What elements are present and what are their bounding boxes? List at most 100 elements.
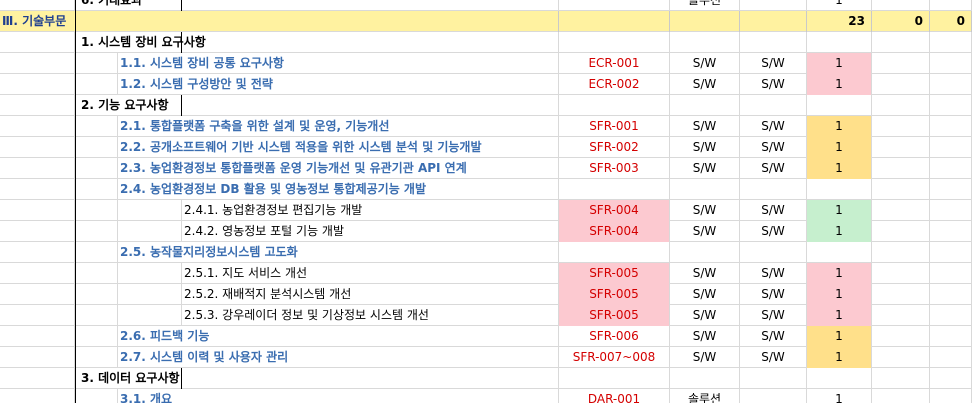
- type-cell[interactable]: [740, 242, 807, 263]
- cell[interactable]: [0, 242, 75, 263]
- requirement-code-cell[interactable]: SFR-005: [559, 263, 670, 284]
- cell[interactable]: [930, 242, 972, 263]
- cell[interactable]: [930, 221, 972, 242]
- score-cell[interactable]: 1: [807, 53, 872, 74]
- type-cell[interactable]: S/W: [670, 347, 740, 368]
- type-cell[interactable]: S/W: [740, 305, 807, 326]
- type-cell[interactable]: S/W: [670, 116, 740, 137]
- requirement-title-cell[interactable]: 2.2. 공개소프트웨어 기반 시스템 적용을 위한 시스템 분석 및 기능개발: [118, 137, 559, 158]
- cell[interactable]: [0, 347, 75, 368]
- cell[interactable]: [930, 0, 972, 11]
- requirement-title-cell[interactable]: 1.1. 시스템 장비 공통 요구사항: [118, 53, 559, 74]
- cell[interactable]: [75, 74, 118, 95]
- type-cell[interactable]: S/W: [670, 158, 740, 179]
- type-cell[interactable]: 솔루션: [670, 0, 740, 11]
- type-cell[interactable]: S/W: [670, 263, 740, 284]
- requirement-title-cell[interactable]: 1.2. 시스템 구성방안 및 전략: [118, 74, 559, 95]
- cell[interactable]: [872, 284, 930, 305]
- score-cell[interactable]: [807, 179, 872, 200]
- score-cell[interactable]: 1: [807, 347, 872, 368]
- cell[interactable]: [75, 53, 118, 74]
- type-cell[interactable]: S/W: [670, 221, 740, 242]
- cell[interactable]: [930, 389, 972, 403]
- cell[interactable]: [872, 74, 930, 95]
- score-cell[interactable]: 1: [807, 305, 872, 326]
- cell[interactable]: [0, 116, 75, 137]
- requirement-code-cell[interactable]: SFR-003: [559, 158, 670, 179]
- cell[interactable]: [872, 53, 930, 74]
- cell[interactable]: [872, 221, 930, 242]
- cell[interactable]: [872, 200, 930, 221]
- cell[interactable]: [670, 11, 740, 32]
- cell[interactable]: [75, 242, 118, 263]
- type-cell[interactable]: S/W: [670, 137, 740, 158]
- score-cell[interactable]: 1: [807, 221, 872, 242]
- cell[interactable]: [930, 263, 972, 284]
- requirement-code-cell[interactable]: [559, 368, 670, 389]
- category-title-cell[interactable]: 6. 기대효과: [75, 0, 182, 11]
- cell[interactable]: [872, 179, 930, 200]
- requirement-code-cell[interactable]: SFR-005: [559, 284, 670, 305]
- cell[interactable]: [75, 200, 118, 221]
- score-cell[interactable]: 1: [807, 200, 872, 221]
- cell[interactable]: [182, 0, 559, 11]
- score-cell[interactable]: [807, 368, 872, 389]
- type-cell[interactable]: S/W: [670, 326, 740, 347]
- cell[interactable]: [118, 305, 182, 326]
- requirement-title-cell[interactable]: 2.6. 피드백 기능: [118, 326, 559, 347]
- cell[interactable]: [559, 11, 670, 32]
- cell[interactable]: [0, 137, 75, 158]
- cell[interactable]: [872, 347, 930, 368]
- cell[interactable]: [930, 305, 972, 326]
- cell[interactable]: [930, 74, 972, 95]
- cell[interactable]: [0, 74, 75, 95]
- type-cell[interactable]: S/W: [670, 305, 740, 326]
- type-cell[interactable]: S/W: [740, 326, 807, 347]
- cell[interactable]: [75, 284, 118, 305]
- cell[interactable]: [872, 95, 930, 116]
- cell[interactable]: [872, 32, 930, 53]
- score-cell[interactable]: 1: [807, 284, 872, 305]
- cell[interactable]: [740, 0, 807, 11]
- requirement-code-cell[interactable]: [559, 0, 670, 11]
- type-cell[interactable]: [740, 179, 807, 200]
- cell[interactable]: [182, 32, 559, 53]
- requirement-title-cell[interactable]: 2.1. 통합플랫폼 구축을 위한 설계 및 운영, 기능개선: [118, 116, 559, 137]
- cell[interactable]: [930, 347, 972, 368]
- requirement-title-cell[interactable]: 2.3. 농업환경정보 통합플랫폼 운영 기능개선 및 유관기관 API 연계: [118, 158, 559, 179]
- cell[interactable]: [0, 368, 75, 389]
- cell[interactable]: [182, 95, 559, 116]
- type-cell[interactable]: S/W: [740, 347, 807, 368]
- cell[interactable]: [0, 326, 75, 347]
- requirement-title-cell[interactable]: 2.5. 농작물지리정보시스템 고도화: [118, 242, 559, 263]
- requirement-code-cell[interactable]: [559, 242, 670, 263]
- requirement-code-cell[interactable]: ECR-002: [559, 74, 670, 95]
- score-cell[interactable]: [807, 242, 872, 263]
- cell[interactable]: [75, 305, 118, 326]
- requirement-code-cell[interactable]: SFR-002: [559, 137, 670, 158]
- total-cell[interactable]: 23: [807, 11, 872, 32]
- requirement-code-cell[interactable]: SFR-004: [559, 200, 670, 221]
- cell[interactable]: [118, 221, 182, 242]
- requirement-code-cell[interactable]: SFR-006: [559, 326, 670, 347]
- type-cell[interactable]: S/W: [740, 263, 807, 284]
- cell[interactable]: [930, 116, 972, 137]
- cell[interactable]: [930, 179, 972, 200]
- type-cell[interactable]: [740, 32, 807, 53]
- score-cell[interactable]: [807, 95, 872, 116]
- category-title-cell[interactable]: 3. 데이터 요구사항: [75, 368, 182, 389]
- type-cell[interactable]: S/W: [740, 53, 807, 74]
- type-cell[interactable]: S/W: [670, 200, 740, 221]
- cell[interactable]: [872, 137, 930, 158]
- cell[interactable]: [930, 200, 972, 221]
- type-cell[interactable]: S/W: [740, 137, 807, 158]
- cell[interactable]: [872, 116, 930, 137]
- cell[interactable]: [75, 347, 118, 368]
- requirement-code-cell[interactable]: ECR-001: [559, 53, 670, 74]
- requirement-title-cell[interactable]: 3.1. 개요: [118, 389, 559, 403]
- cell[interactable]: [0, 95, 75, 116]
- cell[interactable]: [930, 368, 972, 389]
- cell[interactable]: [0, 221, 75, 242]
- type-cell[interactable]: [670, 95, 740, 116]
- type-cell[interactable]: S/W: [740, 74, 807, 95]
